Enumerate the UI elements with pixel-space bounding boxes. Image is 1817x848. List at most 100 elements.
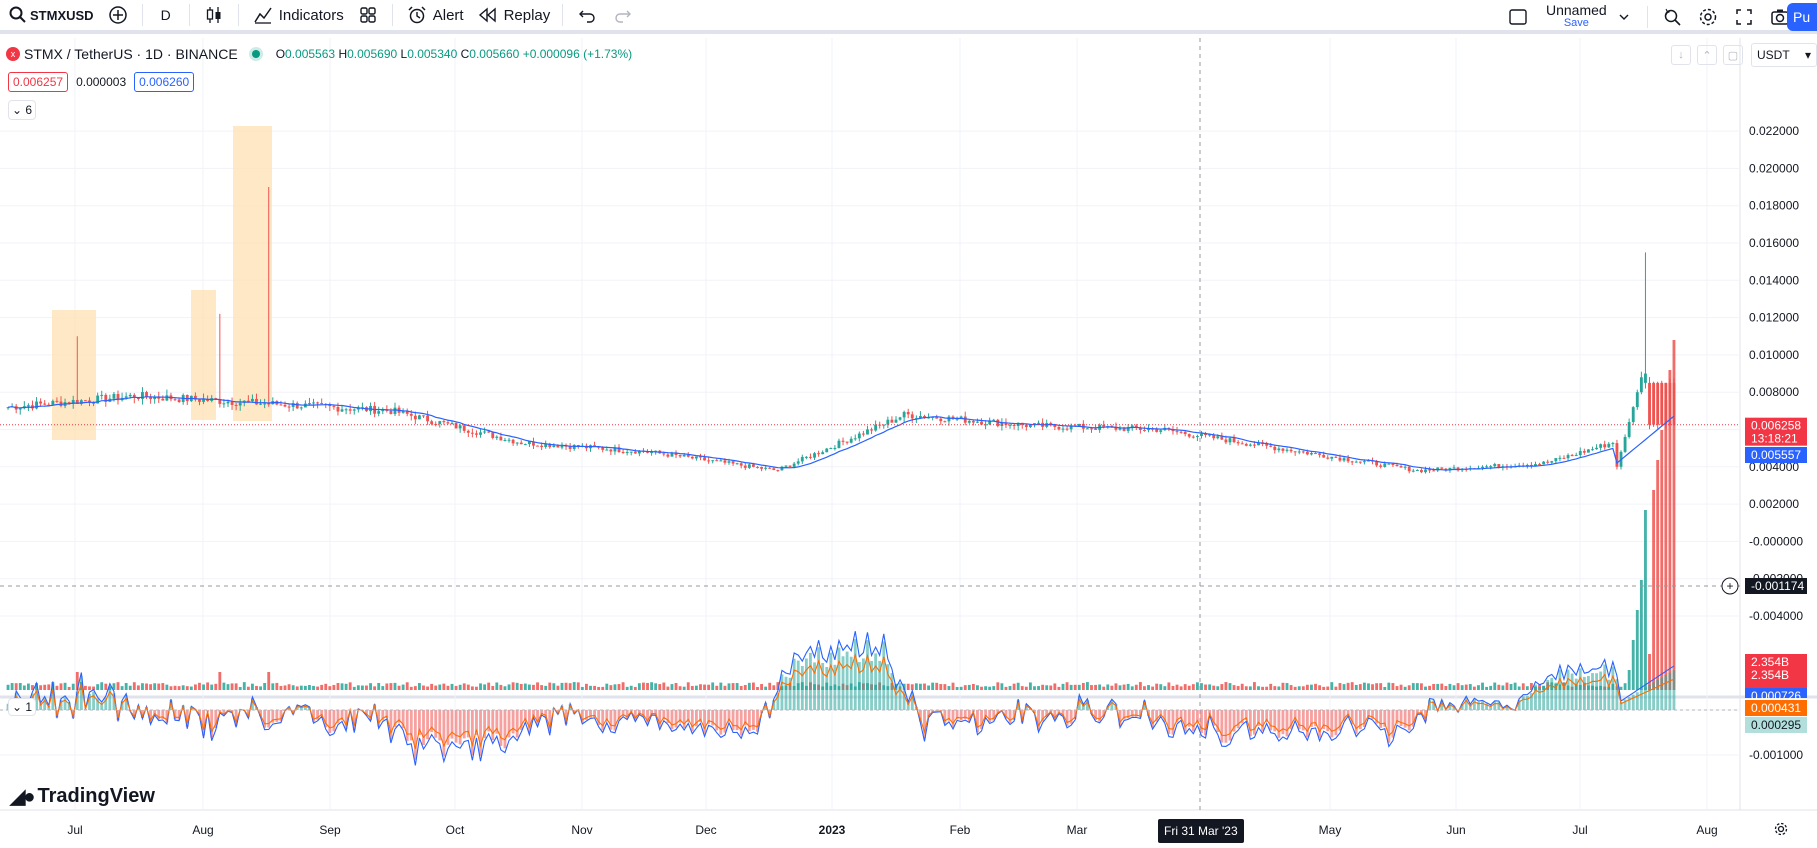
macd-histogram-bar bbox=[1635, 692, 1639, 710]
volume-bar bbox=[621, 682, 625, 690]
chart-type-button[interactable] bbox=[196, 0, 232, 32]
volume-bar bbox=[1065, 682, 1069, 690]
volume-bar bbox=[246, 686, 250, 690]
macd-histogram-bar bbox=[1578, 668, 1582, 710]
collapse-pane-button[interactable]: ⌃ bbox=[1697, 45, 1717, 65]
macd-histogram-bar bbox=[817, 647, 821, 710]
volume-bar bbox=[1200, 683, 1203, 690]
volume-bar bbox=[939, 684, 943, 690]
replay-button[interactable]: Replay bbox=[470, 0, 557, 32]
tradingview-logo[interactable]: ◢● TradingView bbox=[10, 784, 155, 809]
volume-bar bbox=[536, 682, 539, 690]
candle-body bbox=[556, 445, 560, 448]
volume-bar bbox=[760, 684, 763, 690]
candle-body bbox=[678, 455, 682, 457]
volume-bar bbox=[1126, 683, 1130, 690]
macd-histogram-bar bbox=[1081, 705, 1085, 710]
volume-bar bbox=[267, 672, 271, 690]
macd-histogram-bar bbox=[1236, 710, 1240, 729]
time-axis-settings-button[interactable] bbox=[1770, 820, 1792, 842]
candle-body bbox=[47, 404, 51, 406]
macd-histogram-bar bbox=[1424, 710, 1427, 722]
macd-collapse-button[interactable]: ⌄ 1 bbox=[8, 698, 36, 716]
macd-histogram-bar bbox=[951, 710, 955, 728]
macd-histogram-bar bbox=[112, 693, 116, 710]
price-tick-label: 0.012000 bbox=[1749, 311, 1799, 325]
volume-bar bbox=[145, 683, 148, 690]
volume-bar bbox=[454, 685, 458, 690]
volume-bar bbox=[409, 686, 413, 690]
macd-histogram-bar bbox=[1623, 699, 1627, 710]
settings-button[interactable] bbox=[1690, 0, 1726, 34]
buy-price-button[interactable]: 0.006260 bbox=[134, 72, 195, 92]
quick-search-button[interactable] bbox=[1654, 0, 1690, 34]
volume-bar bbox=[678, 686, 682, 690]
macd-histogram-bar bbox=[1077, 696, 1081, 710]
volume-bar bbox=[259, 686, 262, 690]
volume-bar bbox=[1644, 510, 1647, 690]
volume-bar bbox=[210, 684, 214, 690]
candle-body bbox=[35, 401, 38, 409]
volume-bar bbox=[128, 685, 132, 690]
volume-bar bbox=[931, 682, 935, 690]
candle-body bbox=[1049, 423, 1053, 425]
volume-bar bbox=[263, 682, 267, 690]
macd-histogram-bar bbox=[1399, 710, 1403, 727]
macd-histogram-bar bbox=[1407, 710, 1411, 731]
volume-bar bbox=[1301, 686, 1305, 690]
currency-select[interactable]: USDT ▾ bbox=[1751, 43, 1817, 67]
volume-bar bbox=[173, 685, 177, 690]
volume-bar bbox=[1265, 686, 1269, 690]
macd-histogram-bar bbox=[1595, 673, 1598, 710]
indicators-collapse-button[interactable]: ⌄ 6 bbox=[8, 100, 36, 120]
candle-body bbox=[536, 445, 539, 447]
fullscreen-button[interactable] bbox=[1726, 0, 1762, 34]
volume-bar bbox=[1521, 683, 1525, 690]
candle-body bbox=[1399, 466, 1403, 468]
ohlc-values: O0.005563 H0.005690 L0.005340 C0.005660 … bbox=[275, 47, 633, 61]
macd-histogram-bar bbox=[381, 710, 385, 721]
interval-button[interactable]: D bbox=[160, 7, 171, 23]
volume-bar bbox=[719, 682, 723, 690]
volume-bar bbox=[992, 686, 996, 690]
histogram-value-tag-text: 0.000295 bbox=[1751, 718, 1801, 732]
layout-checkbox[interactable] bbox=[1500, 0, 1536, 34]
price-axis[interactable]: 0.022000 0.020000 0.018000 0.016000 0.014000… bbox=[1745, 124, 1807, 762]
scroll-down-button[interactable]: ↓ bbox=[1671, 45, 1691, 65]
macd-histogram-bar bbox=[491, 710, 495, 741]
volume-bar bbox=[1102, 686, 1106, 690]
candle-body bbox=[788, 465, 792, 467]
close-value: 0.005660 bbox=[469, 47, 520, 61]
candle-body bbox=[128, 394, 132, 397]
candle-body bbox=[1672, 382, 1676, 425]
layout-menu-button[interactable] bbox=[1607, 0, 1641, 34]
maximize-pane-button[interactable]: ▢ bbox=[1723, 45, 1743, 65]
axis-controls: ↓ ⌃ ▢ USDT ▾ bbox=[1665, 43, 1817, 67]
candle-body bbox=[1065, 428, 1069, 430]
save-layout-button[interactable]: Unnamed Save bbox=[1546, 3, 1607, 30]
volume-bar bbox=[1277, 686, 1281, 690]
candle-body bbox=[255, 398, 258, 405]
macd-histogram-bar bbox=[540, 710, 544, 715]
macd-histogram-bar bbox=[1367, 710, 1370, 718]
compare-symbol-button[interactable] bbox=[100, 0, 136, 32]
macd-histogram-bar bbox=[230, 710, 234, 713]
alert-button[interactable]: Alert bbox=[399, 0, 470, 32]
publish-button[interactable]: Pu bbox=[1787, 3, 1817, 31]
sell-price-button[interactable]: 0.006257 bbox=[8, 72, 69, 92]
open-value: 0.005563 bbox=[285, 47, 336, 61]
macd-histogram-bar bbox=[165, 710, 169, 723]
series-legend[interactable]: x STMX / TetherUS · 1D · BINANCE O0.0055… bbox=[6, 46, 632, 62]
redo-button[interactable] bbox=[605, 0, 641, 32]
macd-histogram-bar bbox=[735, 710, 739, 731]
volume-bar bbox=[1028, 682, 1032, 690]
candle-body bbox=[1289, 449, 1293, 452]
indicators-button[interactable]: Indicators bbox=[245, 0, 350, 32]
macd-histogram-bar bbox=[149, 710, 153, 723]
symbol-search[interactable]: STMXUSD bbox=[0, 0, 100, 32]
undo-button[interactable] bbox=[569, 0, 605, 32]
layouts-button[interactable] bbox=[350, 0, 386, 32]
time-axis[interactable]: Jul Aug Sep Oct Nov Dec 2023 Feb Mar May Jun Jul Aug bbox=[67, 823, 1717, 837]
macd-histogram-bar bbox=[670, 710, 674, 730]
